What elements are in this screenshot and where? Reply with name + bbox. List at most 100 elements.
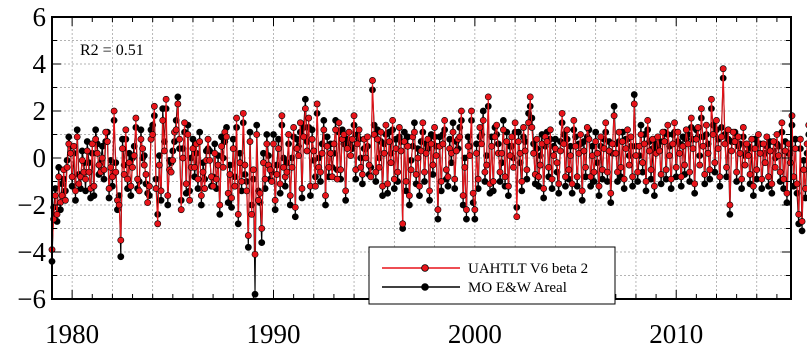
data-point <box>736 149 744 157</box>
data-point <box>684 140 692 148</box>
data-point <box>253 121 261 129</box>
data-point <box>483 161 490 169</box>
data-point <box>149 131 157 138</box>
data-point <box>731 138 739 145</box>
data-point <box>335 119 343 127</box>
data-point <box>691 189 699 197</box>
data-point <box>127 192 135 199</box>
data-point <box>686 168 694 176</box>
data-point <box>508 133 516 141</box>
data-point <box>382 121 390 129</box>
data-point <box>134 175 141 183</box>
data-point <box>441 117 449 124</box>
data-point <box>481 168 489 176</box>
data-point <box>110 107 118 115</box>
data-point <box>419 119 427 127</box>
data-point <box>723 163 730 171</box>
data-point <box>671 119 678 127</box>
data-point <box>689 145 697 152</box>
data-point <box>176 135 183 143</box>
data-point <box>692 135 700 143</box>
data-point <box>70 142 78 150</box>
data-point <box>416 192 423 199</box>
data-point <box>223 133 230 141</box>
data-point <box>199 168 207 176</box>
data-point <box>127 182 135 190</box>
data-point <box>546 126 554 134</box>
data-point <box>117 253 125 261</box>
data-point <box>218 142 225 150</box>
data-point <box>177 206 185 214</box>
data-point <box>749 182 757 190</box>
data-point <box>677 173 685 181</box>
data-point <box>540 194 548 202</box>
data-point <box>572 142 579 150</box>
data-point <box>607 199 615 207</box>
data-point <box>359 180 366 188</box>
data-point <box>249 166 257 174</box>
data-point <box>275 135 282 143</box>
data-point <box>298 185 306 192</box>
data-point <box>157 187 165 195</box>
data-point <box>359 171 366 178</box>
data-point <box>545 163 553 171</box>
data-point <box>125 159 133 167</box>
data-point <box>666 152 673 160</box>
data-point <box>181 119 188 127</box>
data-point <box>271 206 279 214</box>
data-point <box>333 175 341 183</box>
data-point <box>275 145 282 152</box>
data-point <box>119 145 126 152</box>
data-point <box>285 131 292 138</box>
data-point <box>755 131 762 138</box>
data-point <box>484 93 492 101</box>
data-point <box>488 142 496 150</box>
data-point <box>300 133 308 141</box>
data-point <box>103 138 111 145</box>
data-point <box>650 182 658 190</box>
data-point <box>461 163 469 171</box>
data-point <box>533 135 541 143</box>
data-point <box>726 201 734 209</box>
data-point <box>562 173 569 181</box>
data-point <box>174 100 182 108</box>
data-point <box>322 201 329 209</box>
data-point <box>411 119 418 127</box>
data-point <box>399 220 407 228</box>
data-point <box>748 135 756 143</box>
data-point <box>414 154 422 162</box>
data-point <box>266 166 274 174</box>
data-point <box>595 192 603 199</box>
data-point <box>506 152 514 160</box>
data-point <box>511 119 519 127</box>
data-point <box>739 124 747 131</box>
data-point <box>320 126 328 134</box>
data-point <box>672 163 680 171</box>
data-point <box>161 147 168 155</box>
data-point <box>422 149 430 157</box>
data-point <box>73 126 81 134</box>
data-point <box>231 182 239 190</box>
data-point <box>798 227 806 235</box>
data-point <box>743 140 751 148</box>
data-point <box>416 182 423 190</box>
data-point <box>499 126 507 134</box>
data-point <box>67 149 74 157</box>
data-point <box>800 166 807 174</box>
data-point <box>137 135 145 143</box>
data-point <box>580 147 588 155</box>
data-point <box>271 196 279 204</box>
data-point <box>184 131 192 138</box>
data-point <box>778 119 786 127</box>
data-point <box>82 175 89 183</box>
data-point <box>535 173 543 181</box>
data-point <box>716 173 724 181</box>
data-point <box>129 163 136 171</box>
data-point <box>604 168 611 176</box>
data-point <box>288 163 296 171</box>
data-point <box>530 149 537 157</box>
r2-annotation: R2 = 0.51 <box>80 42 144 59</box>
data-point <box>100 166 108 174</box>
data-point <box>370 131 378 138</box>
